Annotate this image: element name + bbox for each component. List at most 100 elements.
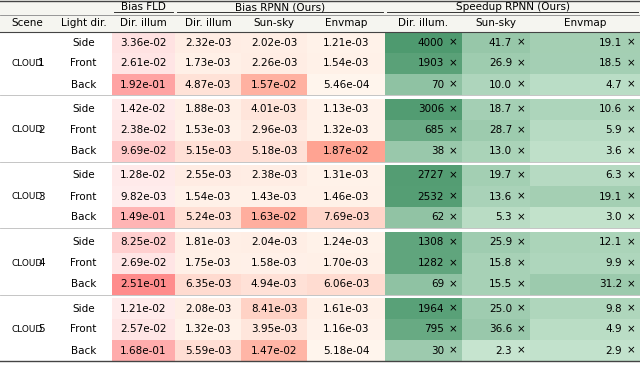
Text: 4.7: 4.7 <box>605 79 622 89</box>
Text: ×: × <box>448 38 457 48</box>
Bar <box>530 165 640 186</box>
Bar <box>175 319 241 340</box>
Text: 5.9: 5.9 <box>605 125 622 135</box>
Text: 2.02e-03: 2.02e-03 <box>251 38 297 48</box>
Text: 685: 685 <box>424 125 444 135</box>
Bar <box>385 274 462 295</box>
Text: Side: Side <box>72 303 95 313</box>
Text: 62: 62 <box>431 212 444 223</box>
Text: 795: 795 <box>424 325 444 334</box>
Text: ×: × <box>627 212 635 223</box>
Text: 2.69e-02: 2.69e-02 <box>120 258 167 268</box>
Bar <box>307 120 385 140</box>
Bar <box>385 165 462 186</box>
Bar <box>530 140 640 161</box>
Bar <box>241 53 307 74</box>
Text: ×: × <box>627 303 635 313</box>
Text: 1.61e-03: 1.61e-03 <box>323 303 369 313</box>
Text: CLOUD: CLOUD <box>12 59 43 68</box>
Text: ×: × <box>448 346 457 356</box>
Text: Front: Front <box>70 58 97 68</box>
Text: 1.32e-03: 1.32e-03 <box>323 125 369 135</box>
Text: Back: Back <box>71 79 96 89</box>
Bar <box>112 340 175 361</box>
Text: ×: × <box>516 212 525 223</box>
Bar <box>307 274 385 295</box>
Text: 1.13e-03: 1.13e-03 <box>323 104 369 114</box>
Text: 5.59e-03: 5.59e-03 <box>185 346 231 356</box>
Text: 2.38e-03: 2.38e-03 <box>251 171 297 180</box>
Text: 6.06e-03: 6.06e-03 <box>323 279 369 289</box>
Text: ×: × <box>627 171 635 180</box>
Bar <box>462 207 530 228</box>
Text: 9.82e-03: 9.82e-03 <box>120 192 167 202</box>
Text: 2.3: 2.3 <box>495 346 512 356</box>
Text: 2.26e-03: 2.26e-03 <box>251 58 297 68</box>
Text: 9.8: 9.8 <box>605 303 622 313</box>
Text: ×: × <box>448 146 457 156</box>
Text: 4.87e-03: 4.87e-03 <box>185 79 231 89</box>
Text: 1.73e-03: 1.73e-03 <box>185 58 231 68</box>
Bar <box>112 252 175 274</box>
Text: 5.46e-04: 5.46e-04 <box>323 79 369 89</box>
Bar <box>385 207 462 228</box>
Text: Sun-sky: Sun-sky <box>253 19 294 29</box>
Bar <box>530 319 640 340</box>
Text: ×: × <box>627 146 635 156</box>
Text: Speedup RPNN (Ours): Speedup RPNN (Ours) <box>456 2 570 12</box>
Bar <box>462 274 530 295</box>
Text: 25.0: 25.0 <box>489 303 512 313</box>
Text: 7.69e-03: 7.69e-03 <box>323 212 369 223</box>
Text: 1.75e-03: 1.75e-03 <box>185 258 231 268</box>
Text: ×: × <box>627 279 635 289</box>
Text: ×: × <box>516 279 525 289</box>
Text: 5.15e-03: 5.15e-03 <box>185 146 231 156</box>
Text: 2.38e-02: 2.38e-02 <box>120 125 167 135</box>
Bar <box>385 231 462 252</box>
Bar <box>0 15 640 32</box>
Bar <box>241 340 307 361</box>
Bar <box>462 340 530 361</box>
Text: 1.16e-03: 1.16e-03 <box>323 325 369 334</box>
Bar <box>385 340 462 361</box>
Text: 2532: 2532 <box>417 192 444 202</box>
Text: 1.63e-02: 1.63e-02 <box>251 212 297 223</box>
Bar <box>175 298 241 319</box>
Bar <box>241 165 307 186</box>
Text: CLOUD: CLOUD <box>12 325 43 334</box>
Bar <box>241 32 307 53</box>
Bar <box>307 32 385 53</box>
Text: 1.58e-03: 1.58e-03 <box>251 258 297 268</box>
Text: 1.21e-03: 1.21e-03 <box>323 38 369 48</box>
Bar <box>385 298 462 319</box>
Text: 1308: 1308 <box>418 237 444 247</box>
Bar <box>112 140 175 161</box>
Text: 26.9: 26.9 <box>489 58 512 68</box>
Text: 8.25e-02: 8.25e-02 <box>120 237 167 247</box>
Bar <box>307 99 385 120</box>
Bar <box>307 252 385 274</box>
Text: 5.24e-03: 5.24e-03 <box>185 212 231 223</box>
Text: 1.32e-03: 1.32e-03 <box>185 325 231 334</box>
Bar <box>241 231 307 252</box>
Bar <box>530 252 640 274</box>
Bar <box>112 274 175 295</box>
Text: Back: Back <box>71 279 96 289</box>
Bar <box>307 340 385 361</box>
Bar <box>175 165 241 186</box>
Text: 2.08e-03: 2.08e-03 <box>185 303 231 313</box>
Bar <box>112 120 175 140</box>
Text: ×: × <box>516 346 525 356</box>
Text: 4: 4 <box>38 258 45 268</box>
Bar <box>241 274 307 295</box>
Bar <box>175 74 241 95</box>
Text: 1.49e-01: 1.49e-01 <box>120 212 167 223</box>
Text: 5.18e-04: 5.18e-04 <box>323 346 369 356</box>
Text: 38: 38 <box>431 146 444 156</box>
Text: 1.46e-03: 1.46e-03 <box>323 192 369 202</box>
Text: ×: × <box>448 258 457 268</box>
Text: ×: × <box>448 125 457 135</box>
Text: 1903: 1903 <box>418 58 444 68</box>
Text: 1: 1 <box>38 58 45 68</box>
Text: ×: × <box>627 258 635 268</box>
